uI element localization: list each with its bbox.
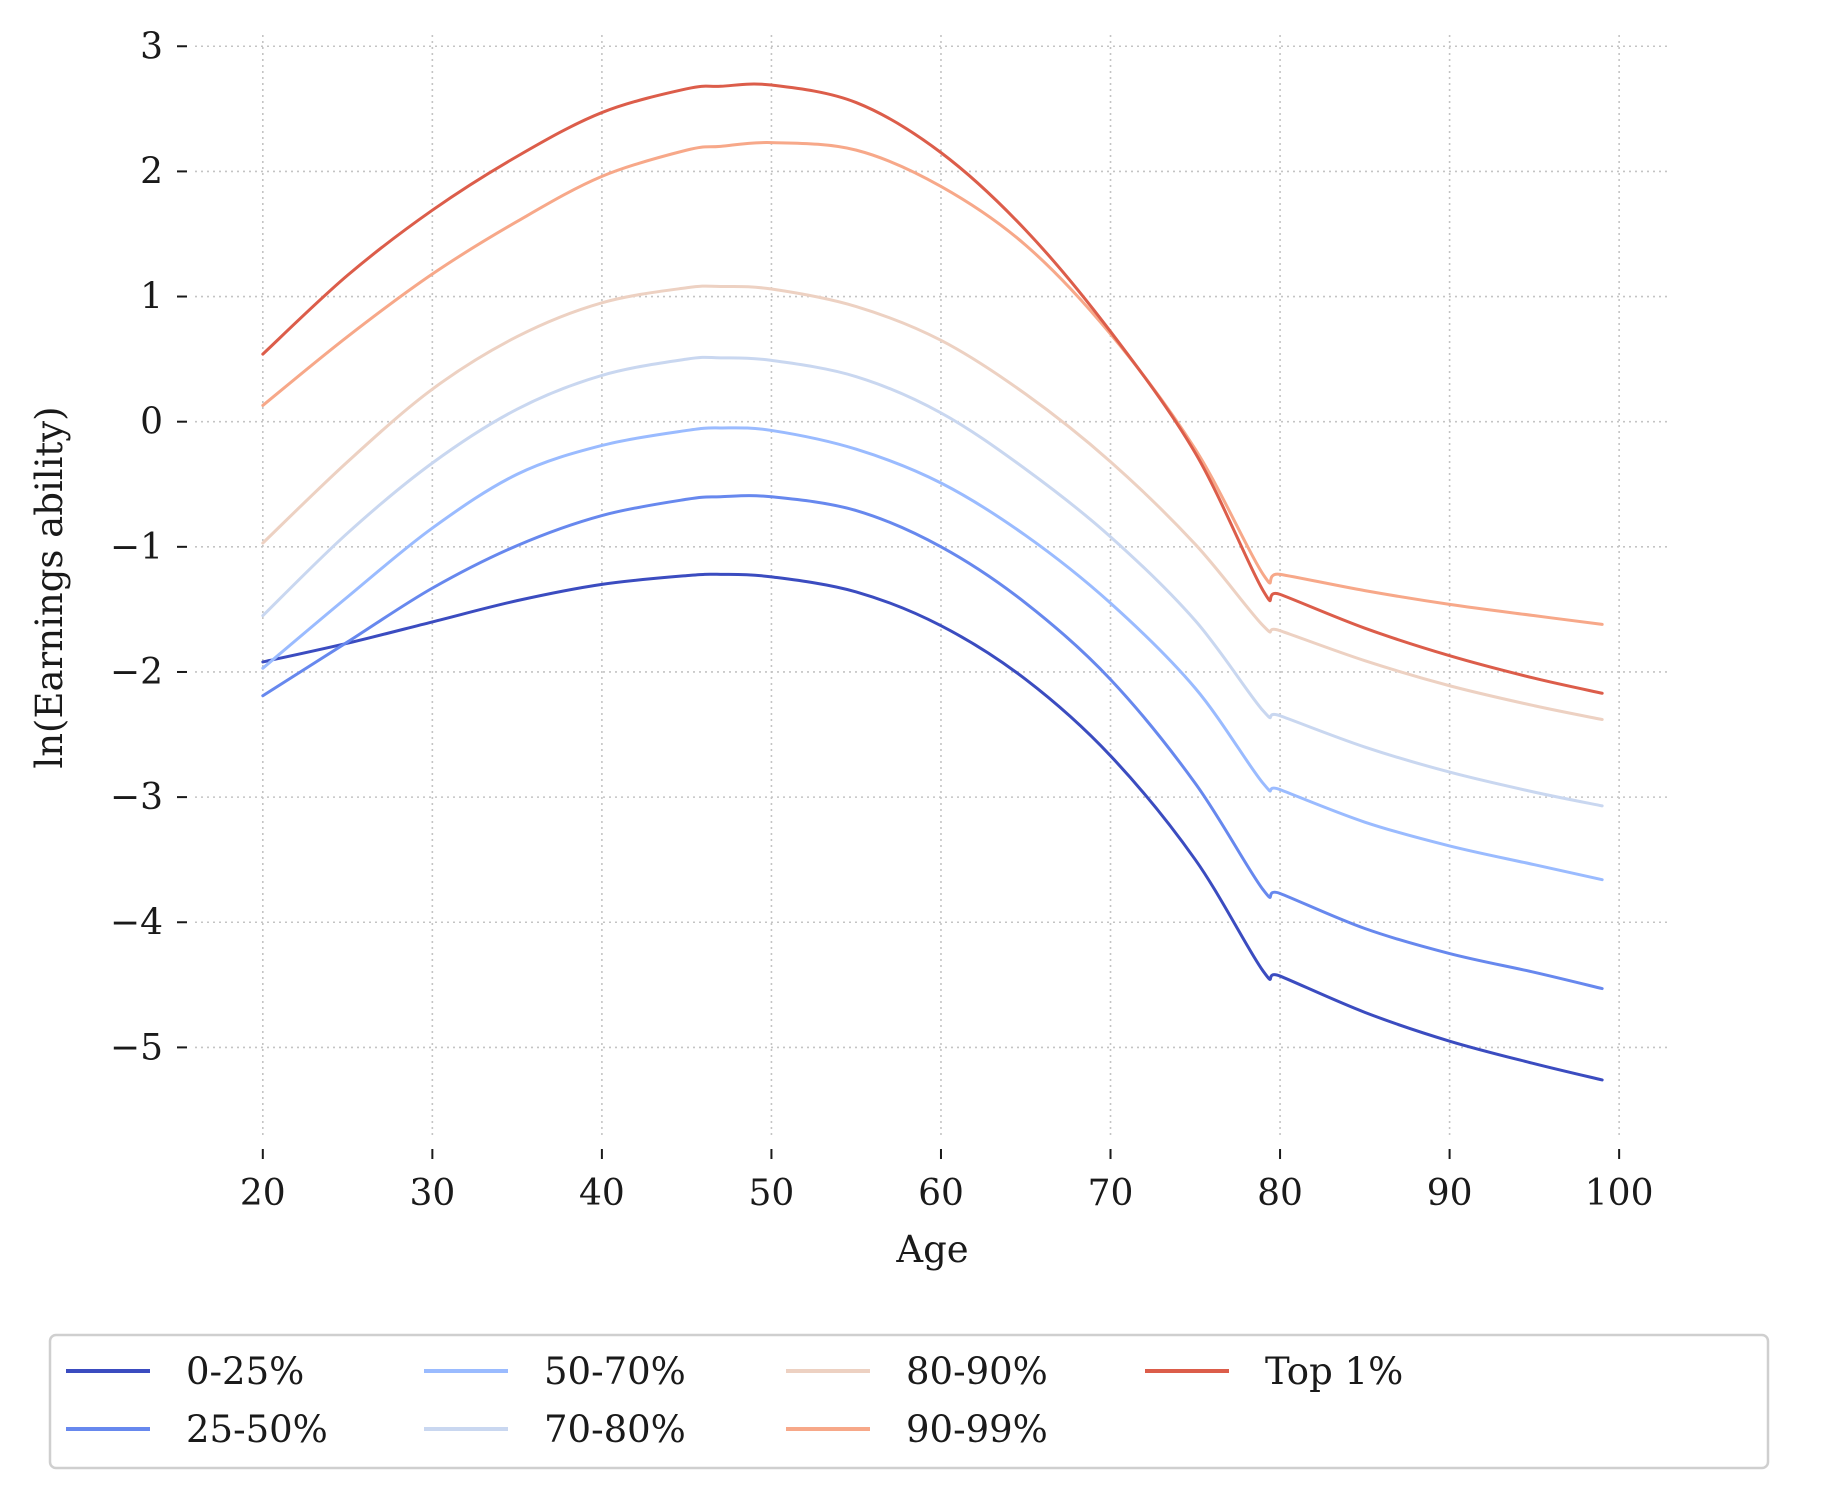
legend-label: 80-90% (906, 1350, 1048, 1393)
series-line-top-1 (261, 82, 1604, 695)
legend-frame (48, 1333, 1770, 1470)
grid-lines (195, 35, 1670, 1135)
legend-items: 0-25% 25-50% 50-70% 70-80% 80-90% 90-99% Top 1… (66, 1350, 1403, 1451)
legend-label: Top 1% (1265, 1350, 1403, 1393)
axes: 20 30 40 50 60 70 80 90 100 3 2 1 0 −1 −2 −3 −4 −5 (110, 26, 1654, 1214)
legend-item: 70-80% (424, 1408, 686, 1451)
x-axis-label: Age (895, 1228, 968, 1271)
legend-item: Top 1% (1145, 1350, 1403, 1393)
x-tick-label: 80 (1257, 1173, 1303, 1214)
x-tick-label: 50 (749, 1173, 795, 1214)
legend-label: 25-50% (186, 1408, 328, 1451)
series-line-90-99 (261, 141, 1604, 626)
x-tick-label: 100 (1585, 1173, 1654, 1214)
legend-item: 50-70% (424, 1350, 686, 1393)
legend-item: 90-99% (786, 1408, 1048, 1451)
y-tick-label: 0 (140, 402, 163, 443)
legend-label: 0-25% (186, 1350, 304, 1393)
legend-label: 50-70% (544, 1350, 686, 1393)
y-tick-label: −1 (110, 527, 163, 568)
legend: 0-25% 25-50% 50-70% 70-80% 80-90% 90-99% Top 1… (48, 1333, 1770, 1470)
y-tick-label: −3 (110, 777, 163, 818)
x-tick-label: 60 (918, 1173, 964, 1214)
x-tick-label: 70 (1088, 1173, 1134, 1214)
x-tick-label: 40 (579, 1173, 625, 1214)
series-line-50-70 (261, 426, 1604, 882)
series-line-25-50 (261, 494, 1604, 991)
legend-label: 90-99% (906, 1408, 1048, 1451)
series-lines (261, 82, 1604, 1082)
x-tick-label: 20 (240, 1173, 286, 1214)
legend-item: 80-90% (786, 1350, 1048, 1393)
y-tick-label: −4 (110, 902, 163, 943)
legend-item: 25-50% (66, 1408, 328, 1451)
y-tick-label: 2 (140, 151, 163, 192)
y-tick-label: −5 (110, 1027, 163, 1068)
series-line-80-90 (261, 284, 1604, 722)
x-tick-label: 90 (1427, 1173, 1473, 1214)
series-line-70-80 (261, 355, 1604, 808)
legend-item: 0-25% (66, 1350, 304, 1393)
x-tick-label: 30 (409, 1173, 455, 1214)
y-tick-label: 3 (140, 26, 163, 67)
y-tick-label: −2 (110, 652, 163, 693)
series-line-0-25 (261, 572, 1604, 1082)
y-tick-label: 1 (140, 277, 163, 318)
y-axis-label: ln(Earnings ability) (28, 406, 71, 768)
legend-label: 70-80% (544, 1408, 686, 1451)
